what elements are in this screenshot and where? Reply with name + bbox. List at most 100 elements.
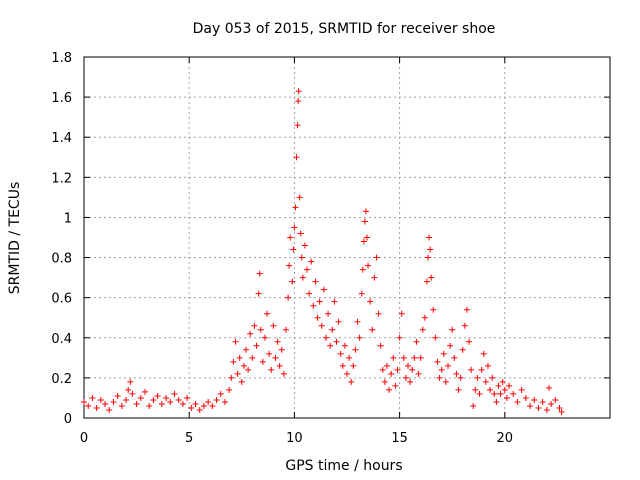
data-point <box>556 404 563 411</box>
data-point <box>558 408 565 415</box>
data-point <box>362 208 369 215</box>
data-point <box>510 390 517 397</box>
data-point <box>325 310 332 317</box>
data-point <box>286 262 293 269</box>
data-point <box>327 342 334 349</box>
data-point <box>470 402 477 409</box>
data-point <box>489 374 496 381</box>
data-point <box>249 354 256 361</box>
data-point <box>129 390 136 397</box>
data-point <box>146 402 153 409</box>
data-point <box>392 382 399 389</box>
data-point <box>272 354 279 361</box>
data-point <box>97 396 104 403</box>
data-point <box>425 254 432 261</box>
data-point <box>295 98 302 105</box>
data-point <box>361 218 368 225</box>
y-tick-label: 0 <box>64 412 72 427</box>
data-point <box>234 370 241 377</box>
data-point <box>478 366 485 373</box>
plot-area <box>83 56 611 419</box>
data-point <box>341 342 348 349</box>
data-point <box>333 338 340 345</box>
data-point <box>476 390 483 397</box>
data-point <box>426 234 433 241</box>
data-point <box>123 396 130 403</box>
data-point <box>196 406 203 413</box>
data-point <box>539 398 546 405</box>
data-point <box>491 390 498 397</box>
data-point <box>419 326 426 333</box>
data-point <box>434 358 441 365</box>
data-point <box>150 396 157 403</box>
data-point <box>264 310 271 317</box>
data-point <box>518 386 525 393</box>
data-point <box>171 390 178 397</box>
data-point <box>175 396 182 403</box>
y-tick-label: 1.8 <box>51 51 72 66</box>
data-point <box>320 286 327 293</box>
data-point <box>449 326 456 333</box>
data-point <box>291 224 298 231</box>
data-point <box>312 278 319 285</box>
data-point <box>280 370 287 377</box>
data-point <box>278 346 285 353</box>
data-point <box>318 322 325 329</box>
x-tick-label: 20 <box>497 431 514 446</box>
data-point <box>457 374 464 381</box>
data-point <box>527 402 534 409</box>
x-tick-label: 15 <box>391 431 408 446</box>
data-point <box>400 354 407 361</box>
data-point <box>205 398 212 405</box>
data-point <box>221 398 228 405</box>
data-point <box>125 386 132 393</box>
data-point <box>167 398 174 405</box>
data-point <box>142 388 149 395</box>
data-point <box>287 234 294 241</box>
data-point <box>243 346 250 353</box>
data-point <box>188 404 195 411</box>
data-point <box>468 366 475 373</box>
data-point <box>163 394 170 401</box>
data-point <box>398 310 405 317</box>
data-point <box>484 362 491 369</box>
data-point <box>232 338 239 345</box>
data-point <box>369 326 376 333</box>
data-point <box>209 402 216 409</box>
data-point <box>377 342 384 349</box>
data-point <box>461 322 468 329</box>
data-point <box>388 370 395 377</box>
axis-ticks: 0 0.2 0.4 0.6 0.8 1 1.2 1.4 1.6 1.8 0 5 10 15 20 <box>51 51 610 446</box>
data-point <box>114 392 121 399</box>
data-point <box>447 342 454 349</box>
data-point <box>438 366 445 373</box>
data-point <box>373 254 380 261</box>
data-point <box>200 402 207 409</box>
data-point <box>285 294 292 301</box>
data-point <box>306 290 313 297</box>
data-point <box>442 378 449 385</box>
data-point <box>179 400 186 407</box>
data-point <box>463 306 470 313</box>
data-point <box>474 374 481 381</box>
data-point <box>413 338 420 345</box>
data-point <box>359 266 366 273</box>
data-point <box>432 334 439 341</box>
x-axis-title: GPS time / hours <box>285 458 402 474</box>
chart-title: Day 053 of 2015, SRMTID for receiver sho… <box>193 21 496 37</box>
data-point <box>337 350 344 357</box>
data-point <box>348 378 355 385</box>
data-point <box>329 326 336 333</box>
data-point <box>213 396 220 403</box>
data-point <box>394 366 401 373</box>
data-point <box>371 274 378 281</box>
data-point <box>493 398 500 405</box>
data-point <box>316 298 323 305</box>
data-point <box>358 290 365 297</box>
data-point <box>255 290 262 297</box>
data-point <box>487 386 494 393</box>
data-point <box>407 378 414 385</box>
data-point <box>356 334 363 341</box>
data-point <box>440 350 447 357</box>
data-point <box>501 386 508 393</box>
